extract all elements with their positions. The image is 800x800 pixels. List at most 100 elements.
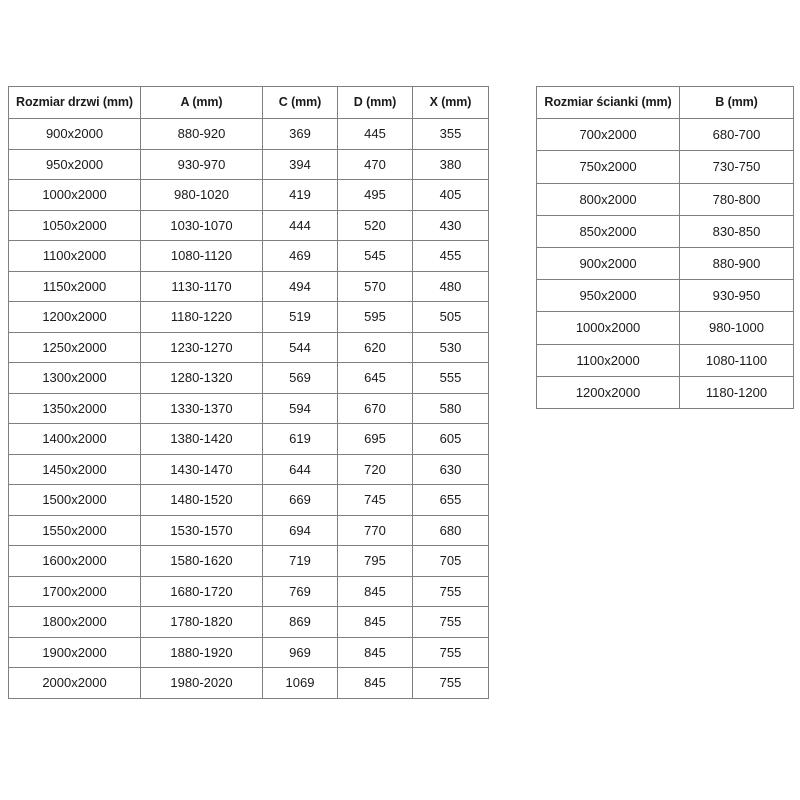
- doors-value-cell: 694: [262, 514, 338, 546]
- doors-value-cell: 670: [337, 392, 413, 424]
- doors-value-cell: 1280-1320: [140, 362, 263, 394]
- doors-value-cell: 620: [337, 331, 413, 363]
- doors-size-cell: 1350x2000: [8, 392, 141, 424]
- table-row: 1200x2000 1180-1200: [536, 375, 794, 410]
- doors-value-cell: 1030-1070: [140, 209, 263, 241]
- doors-size-cell: 1150x2000: [8, 270, 141, 302]
- table-row: 900x2000 880-900: [536, 247, 794, 281]
- doors-value-cell: 770: [337, 514, 413, 546]
- wall-dimensions-table: Rozmiar ścianki (mm) B (mm) 700x2000 680-7…: [536, 85, 794, 410]
- doors-value-cell: 444: [262, 209, 338, 241]
- doors-size-cell: 1200x2000: [8, 301, 141, 333]
- doors-value-cell: 845: [337, 636, 413, 668]
- doors-value-cell: 869: [262, 606, 338, 638]
- table-row: 1200x2000 1180-1220 519 595 505: [8, 301, 489, 333]
- wall-size-cell: 950x2000: [536, 279, 680, 313]
- table-row: 800x2000 780-800: [536, 182, 794, 216]
- doors-column-header: D (mm): [337, 86, 413, 119]
- doors-value-cell: 505: [412, 301, 489, 333]
- wall-value-cell: 830-850: [679, 214, 794, 249]
- doors-value-cell: 630: [412, 453, 489, 485]
- doors-size-cell: 1400x2000: [8, 423, 141, 455]
- doors-size-cell: 900x2000: [8, 118, 141, 150]
- doors-value-cell: 969: [262, 636, 338, 668]
- doors-value-cell: 930-970: [140, 148, 263, 180]
- doors-value-cell: 719: [262, 545, 338, 577]
- doors-value-cell: 569: [262, 362, 338, 394]
- table-row: 1600x2000 1580-1620 719 795 705: [8, 545, 489, 577]
- table-row: 1900x2000 1880-1920 969 845 755: [8, 636, 489, 668]
- wall-value-cell: 780-800: [679, 182, 794, 216]
- wall-dimensions-table-container: Rozmiar ścianki (mm) B (mm) 700x2000 680-7…: [536, 85, 794, 410]
- wall-size-cell: 850x2000: [536, 214, 680, 249]
- doors-value-cell: 669: [262, 484, 338, 516]
- doors-size-cell: 1250x2000: [8, 331, 141, 363]
- doors-value-cell: 1880-1920: [140, 636, 263, 668]
- doors-value-cell: 520: [337, 209, 413, 241]
- doors-value-cell: 655: [412, 484, 489, 516]
- doors-value-cell: 1980-2020: [140, 667, 263, 699]
- wall-size-cell: 1000x2000: [536, 311, 680, 345]
- doors-size-cell: 950x2000: [8, 148, 141, 180]
- doors-value-cell: 419: [262, 179, 338, 211]
- doors-value-cell: 530: [412, 331, 489, 363]
- wall-table-body: 700x2000 680-700 750x2000 730-750 800x2000 78…: [536, 118, 794, 410]
- doors-value-cell: 580: [412, 392, 489, 424]
- doors-value-cell: 555: [412, 362, 489, 394]
- doors-value-cell: 544: [262, 331, 338, 363]
- table-row: 1800x2000 1780-1820 869 845 755: [8, 606, 489, 638]
- doors-value-cell: 680: [412, 514, 489, 546]
- doors-size-cell: 1100x2000: [8, 240, 141, 272]
- table-row: 750x2000 730-750: [536, 150, 794, 184]
- table-header-row: Rozmiar ścianki (mm) B (mm): [536, 85, 794, 120]
- doors-dimensions-table: Rozmiar drzwi (mm) A (mm) C (mm) D (mm) X (m…: [8, 86, 489, 699]
- table-row: 1000x2000 980-1000: [536, 311, 794, 345]
- doors-value-cell: 1330-1370: [140, 392, 263, 424]
- doors-value-cell: 494: [262, 270, 338, 302]
- wall-size-cell: 1100x2000: [536, 343, 680, 377]
- doors-value-cell: 595: [337, 301, 413, 333]
- table-row: 1100x2000 1080-1100: [536, 343, 794, 377]
- table-row: 1350x2000 1330-1370 594 670 580: [8, 392, 489, 424]
- wall-size-cell: 1200x2000: [536, 375, 680, 410]
- doors-value-cell: 405: [412, 179, 489, 211]
- doors-value-cell: 470: [337, 148, 413, 180]
- wall-value-cell: 1180-1200: [679, 375, 794, 410]
- doors-value-cell: 1080-1120: [140, 240, 263, 272]
- doors-value-cell: 619: [262, 423, 338, 455]
- doors-value-cell: 380: [412, 148, 489, 180]
- doors-value-cell: 570: [337, 270, 413, 302]
- doors-value-cell: 1130-1170: [140, 270, 263, 302]
- doors-size-cell: 1500x2000: [8, 484, 141, 516]
- doors-size-cell: 1300x2000: [8, 362, 141, 394]
- doors-value-cell: 755: [412, 606, 489, 638]
- table-row: 700x2000 680-700: [536, 118, 794, 152]
- doors-value-cell: 845: [337, 667, 413, 699]
- doors-value-cell: 845: [337, 606, 413, 638]
- doors-value-cell: 495: [337, 179, 413, 211]
- doors-value-cell: 1780-1820: [140, 606, 263, 638]
- doors-value-cell: 545: [337, 240, 413, 272]
- table-row: 1550x2000 1530-1570 694 770 680: [8, 514, 489, 546]
- doors-value-cell: 695: [337, 423, 413, 455]
- doors-value-cell: 755: [412, 575, 489, 607]
- table-row: 850x2000 830-850: [536, 214, 794, 249]
- table-row: 1150x2000 1130-1170 494 570 480: [8, 270, 489, 302]
- wall-table-header: Rozmiar ścianki (mm) B (mm): [536, 85, 794, 120]
- doors-value-cell: 1430-1470: [140, 453, 263, 485]
- wall-value-cell: 930-950: [679, 279, 794, 313]
- doors-value-cell: 1230-1270: [140, 331, 263, 363]
- table-row: 900x2000 880-920 369 445 355: [8, 118, 489, 150]
- doors-value-cell: 1480-1520: [140, 484, 263, 516]
- table-row: 1450x2000 1430-1470 644 720 630: [8, 453, 489, 485]
- table-row: 1700x2000 1680-1720 769 845 755: [8, 575, 489, 607]
- wall-size-cell: 900x2000: [536, 247, 680, 281]
- doors-value-cell: 594: [262, 392, 338, 424]
- wall-value-cell: 680-700: [679, 118, 794, 152]
- table-row: 1000x2000 980-1020 419 495 405: [8, 179, 489, 211]
- doors-size-cell: 1900x2000: [8, 636, 141, 668]
- wall-column-header: B (mm): [679, 85, 794, 120]
- doors-dimensions-table-container: Rozmiar drzwi (mm) A (mm) C (mm) D (mm) X (m…: [8, 86, 489, 699]
- doors-value-cell: 355: [412, 118, 489, 150]
- doors-value-cell: 755: [412, 667, 489, 699]
